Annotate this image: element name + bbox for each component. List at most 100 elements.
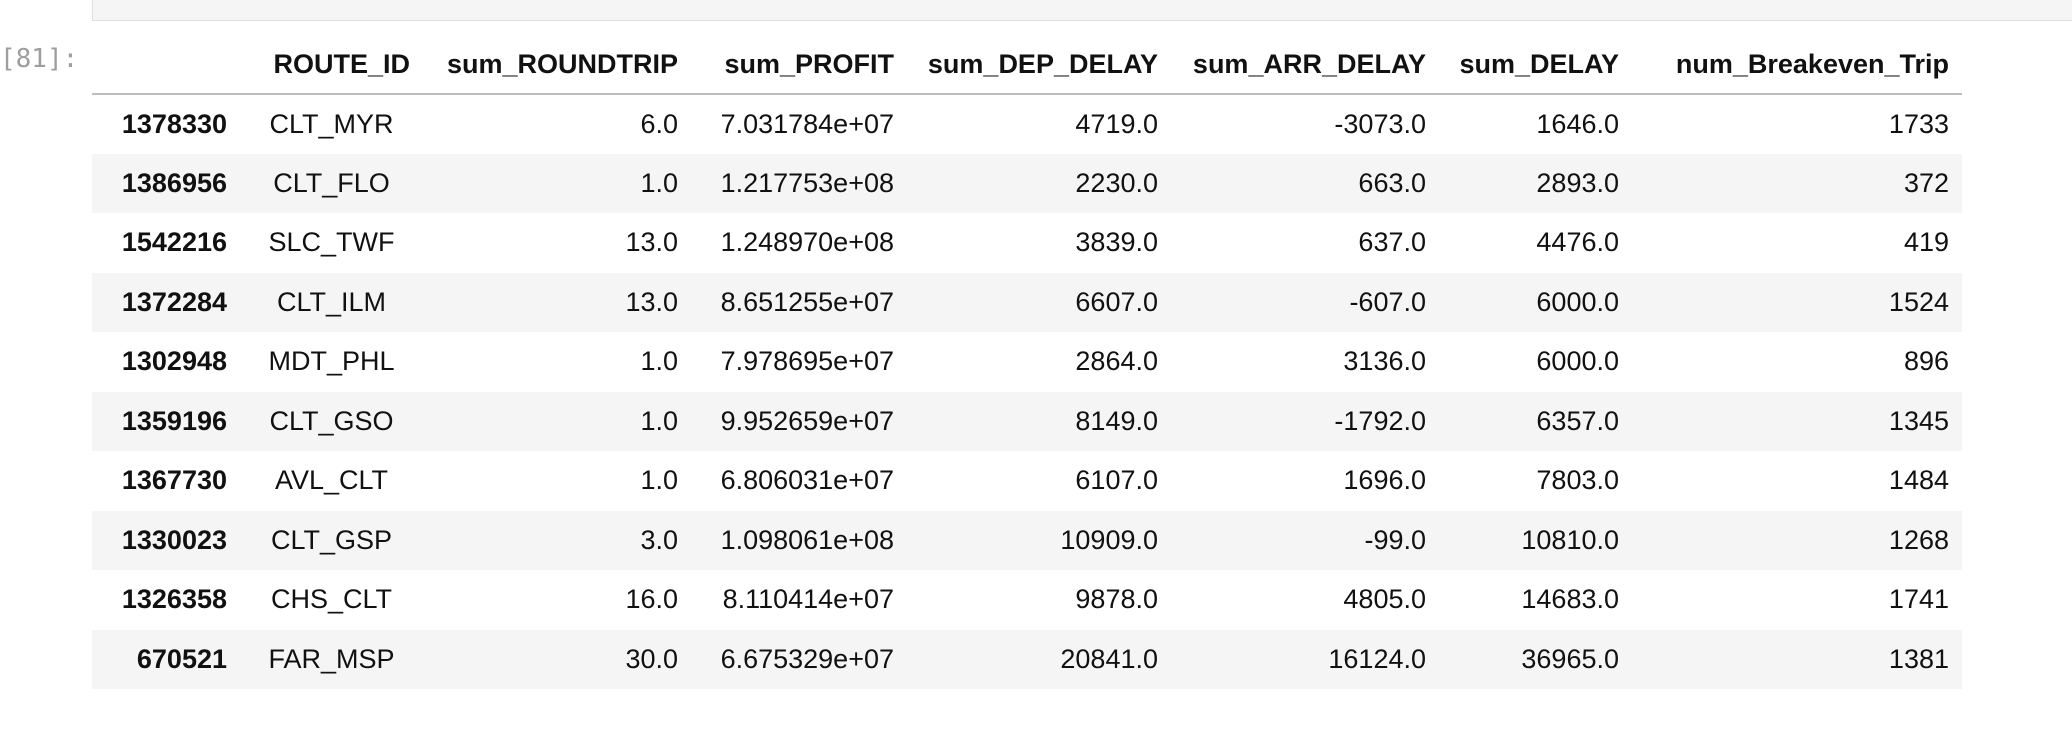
cell-sum-arr-delay: -3073.0 [1334, 108, 1426, 139]
cell-sum-delay: 7803.0 [1536, 465, 1619, 496]
cell-num-breakeven-trip: 419 [1903, 227, 1949, 258]
cell-sum-arr-delay: 3136.0 [1343, 346, 1426, 377]
cell-sum-roundtrip: 13.0 [625, 286, 678, 317]
table-row: 1386956 CLT_FLO 1.0 1.217753e+08 2230.0 663.0… [92, 153, 1962, 213]
cell-sum-profit: 9.952659e+07 [720, 405, 894, 436]
cell-sum-dep-delay: 2864.0 [1075, 346, 1158, 377]
cell-sum-dep-delay: 10909.0 [1060, 524, 1158, 555]
cell-sum-dep-delay: 2230.0 [1075, 167, 1158, 198]
cell-sum-dep-delay: 9878.0 [1075, 584, 1158, 615]
cell-sum-dep-delay: 4719.0 [1075, 108, 1158, 139]
previous-cell-output [92, 0, 2072, 21]
cell-sum-delay: 6000.0 [1536, 286, 1619, 317]
cell-sum-roundtrip: 6.0 [640, 108, 678, 139]
row-index: 1302948 [121, 346, 227, 377]
row-index: 1372284 [121, 286, 227, 317]
cell-sum-arr-delay: -99.0 [1364, 524, 1426, 555]
column-header-num-breakeven-trip: num_Breakeven_Trip [1632, 36, 1962, 95]
row-index: 1359196 [121, 405, 227, 436]
cell-sum-profit: 6.675329e+07 [720, 643, 894, 674]
cell-route-id: CLT_FLO [273, 167, 390, 198]
row-index: 1378330 [121, 108, 227, 139]
row-index: 1542216 [121, 227, 227, 258]
cell-route-id: AVL_CLT [274, 465, 389, 496]
cell-route-id: SLC_TWF [268, 227, 395, 258]
cell-route-id: CLT_ILM [276, 286, 387, 317]
cell-sum-roundtrip: 13.0 [625, 227, 678, 258]
dataframe-output: ROUTE_ID sum_ROUNDTRIP sum_PROFIT sum_DE… [92, 36, 1962, 689]
cell-route-id: FAR_MSP [268, 643, 395, 674]
row-index: 1367730 [121, 465, 227, 496]
cell-sum-profit: 7.978695e+07 [720, 346, 894, 377]
cell-sum-profit: 1.217753e+08 [720, 167, 894, 198]
column-header-route-id: ROUTE_ID [240, 36, 423, 95]
cell-sum-delay: 10810.0 [1521, 524, 1619, 555]
cell-sum-profit: 7.031784e+07 [720, 108, 894, 139]
cell-route-id: CLT_MYR [269, 108, 394, 139]
cell-num-breakeven-trip: 1345 [1888, 405, 1949, 436]
cell-route-id: CLT_GSP [270, 524, 393, 555]
row-index: 1330023 [121, 524, 227, 555]
cell-num-breakeven-trip: 1733 [1888, 108, 1949, 139]
cell-sum-dep-delay: 6607.0 [1075, 286, 1158, 317]
cell-sum-roundtrip: 1.0 [640, 346, 678, 377]
cell-sum-delay: 14683.0 [1521, 584, 1619, 615]
column-header-sum-profit: sum_PROFIT [691, 36, 907, 95]
cell-sum-arr-delay: 16124.0 [1328, 643, 1426, 674]
cell-num-breakeven-trip: 1484 [1888, 465, 1949, 496]
cell-sum-delay: 1646.0 [1536, 108, 1619, 139]
table-row: 1330023 CLT_GSP 3.0 1.098061e+08 10909.0 -99.… [92, 510, 1962, 570]
column-header-sum-delay: sum_DELAY [1439, 36, 1632, 95]
table-row: 1542216 SLC_TWF 13.0 1.248970e+08 3839.0 637.… [92, 213, 1962, 273]
output-prompt: [81]: [0, 44, 79, 74]
table-row: 1367730 AVL_CLT 1.0 6.806031e+07 6107.0 1696.… [92, 451, 1962, 511]
cell-sum-dep-delay: 6107.0 [1075, 465, 1158, 496]
cell-route-id: MDT_PHL [268, 346, 395, 377]
cell-route-id: CLT_GSO [269, 405, 394, 436]
cell-sum-arr-delay: -607.0 [1349, 286, 1426, 317]
cell-num-breakeven-trip: 1524 [1888, 286, 1949, 317]
table-row: 1326358 CHS_CLT 16.0 8.110414e+07 9878.0 4805… [92, 570, 1962, 630]
cell-sum-delay: 4476.0 [1536, 227, 1619, 258]
cell-sum-profit: 1.248970e+08 [720, 227, 894, 258]
table-row: 1372284 CLT_ILM 13.0 8.651255e+07 6607.0 -607… [92, 272, 1962, 332]
cell-sum-roundtrip: 1.0 [640, 405, 678, 436]
table-row: 1302948 MDT_PHL 1.0 7.978695e+07 2864.0 3136.… [92, 332, 1962, 392]
cell-sum-profit: 1.098061e+08 [720, 524, 894, 555]
dataframe-table: ROUTE_ID sum_ROUNDTRIP sum_PROFIT sum_DE… [92, 36, 1962, 689]
cell-sum-delay: 6000.0 [1536, 346, 1619, 377]
cell-num-breakeven-trip: 1268 [1888, 524, 1949, 555]
table-body: 1378330 CLT_MYR 6.0 7.031784e+07 4719.0 -3073… [92, 94, 1962, 689]
header-row: ROUTE_ID sum_ROUNDTRIP sum_PROFIT sum_DE… [92, 36, 1962, 95]
cell-sum-roundtrip: 1.0 [640, 167, 678, 198]
cell-num-breakeven-trip: 1741 [1888, 584, 1949, 615]
cell-num-breakeven-trip: 896 [1903, 346, 1949, 377]
column-header-sum-dep-delay: sum_DEP_DELAY [907, 36, 1171, 95]
column-header-sum-arr-delay: sum_ARR_DELAY [1171, 36, 1439, 95]
cell-num-breakeven-trip: 372 [1903, 167, 1949, 198]
row-index: 1326358 [121, 584, 227, 615]
table-row: 670521 FAR_MSP 30.0 6.675329e+07 20841.0 1612… [92, 629, 1962, 689]
cell-sum-dep-delay: 3839.0 [1075, 227, 1158, 258]
cell-num-breakeven-trip: 1381 [1888, 643, 1949, 674]
column-header-index [92, 36, 240, 95]
cell-sum-delay: 2893.0 [1536, 167, 1619, 198]
cell-sum-dep-delay: 8149.0 [1075, 405, 1158, 436]
row-index: 670521 [136, 643, 227, 674]
cell-sum-roundtrip: 3.0 [640, 524, 678, 555]
cell-sum-arr-delay: 637.0 [1358, 227, 1426, 258]
cell-sum-roundtrip: 16.0 [625, 584, 678, 615]
cell-sum-arr-delay: 1696.0 [1343, 465, 1426, 496]
cell-sum-roundtrip: 30.0 [625, 643, 678, 674]
cell-sum-profit: 6.806031e+07 [720, 465, 894, 496]
cell-sum-arr-delay: 663.0 [1358, 167, 1426, 198]
cell-sum-profit: 8.110414e+07 [722, 584, 894, 615]
row-index: 1386956 [121, 167, 227, 198]
cell-sum-arr-delay: -1792.0 [1334, 405, 1426, 436]
table-row: 1359196 CLT_GSO 1.0 9.952659e+07 8149.0 -1792… [92, 391, 1962, 451]
cell-sum-arr-delay: 4805.0 [1343, 584, 1426, 615]
cell-sum-delay: 36965.0 [1521, 643, 1619, 674]
cell-sum-profit: 8.651255e+07 [720, 286, 894, 317]
cell-route-id: CHS_CLT [270, 584, 393, 615]
cell-sum-roundtrip: 1.0 [640, 465, 678, 496]
